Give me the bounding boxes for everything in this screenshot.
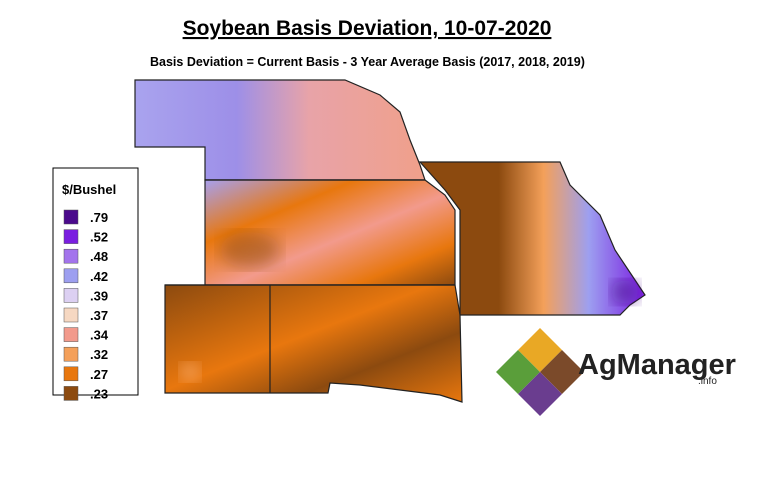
legend-label: .32 [90, 347, 108, 362]
legend-swatch [63, 366, 79, 382]
legend-label: .23 [90, 386, 108, 401]
title: Soybean Basis Deviation, 10-07-2020 [183, 17, 552, 40]
legend-label: .48 [90, 249, 108, 264]
legend-swatch [63, 209, 79, 225]
legend-swatch [63, 327, 79, 342]
legend-swatch [63, 248, 79, 264]
logo-suffix: .info [698, 376, 717, 387]
legend-swatch [63, 288, 79, 303]
legend-label: .42 [90, 269, 108, 284]
legend-label: .27 [90, 367, 108, 382]
map [134, 79, 646, 403]
blob [220, 232, 280, 268]
logo-diamond [518, 372, 562, 416]
legend-label: .37 [90, 308, 108, 323]
state-kansas [204, 179, 456, 286]
legend-label: .52 [90, 230, 108, 245]
blob [180, 363, 200, 381]
legend-swatch [63, 386, 79, 401]
state-missouri [418, 161, 646, 316]
state-oklahoma-texas [164, 284, 463, 403]
logo: AgManager .info [496, 328, 736, 416]
legend-label: .39 [90, 288, 108, 303]
legend-swatch [63, 268, 79, 284]
legend-swatch [63, 346, 79, 362]
legend-swatch [63, 229, 79, 244]
legend-label: .34 [90, 328, 109, 343]
legend-swatch [63, 307, 79, 323]
legend-title: $/Bushel [62, 182, 116, 197]
blob [611, 280, 639, 304]
state-nebraska [134, 79, 426, 181]
logo-name: AgManager [578, 349, 736, 381]
legend: .79 .52 .48 .42 .39 .37 .34 .32 .27 .23 [63, 209, 109, 401]
subtitle: Basis Deviation = Current Basis - 3 Year… [150, 55, 585, 69]
legend-label: .79 [90, 210, 108, 225]
